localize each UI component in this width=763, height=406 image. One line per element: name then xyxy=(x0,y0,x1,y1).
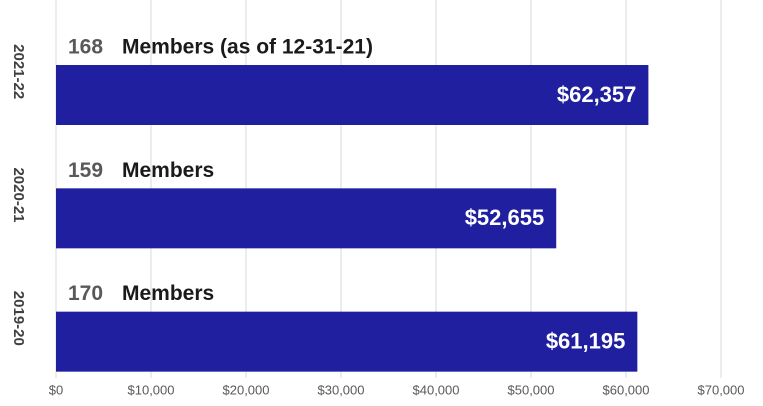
bar xyxy=(56,188,557,249)
member-count: 168 xyxy=(68,36,103,59)
x-tick-label: $0 xyxy=(49,382,63,397)
bar xyxy=(56,311,638,372)
member-label: Members (as of 12-31-21) xyxy=(122,36,373,59)
category-label: 2020-21 xyxy=(10,167,27,222)
x-tick-label: $60,000 xyxy=(603,382,650,397)
x-tick-label: $70,000 xyxy=(698,382,745,397)
member-count: 170 xyxy=(68,282,103,305)
category-label: 2021-22 xyxy=(10,44,27,99)
x-tick-label: $20,000 xyxy=(223,382,270,397)
value-label: $52,655 xyxy=(465,205,545,230)
bar xyxy=(56,65,649,125)
value-label: $61,195 xyxy=(546,328,626,353)
value-label: $62,357 xyxy=(557,82,637,107)
member-label: Members xyxy=(122,282,214,305)
category-label: 2019-20 xyxy=(10,291,27,346)
x-tick-label: $50,000 xyxy=(508,382,555,397)
x-tick-label: $10,000 xyxy=(128,382,175,397)
x-tick-label: $30,000 xyxy=(318,382,365,397)
member-label: Members xyxy=(122,159,214,182)
x-tick-label: $40,000 xyxy=(413,382,460,397)
member-count: 159 xyxy=(68,159,103,182)
